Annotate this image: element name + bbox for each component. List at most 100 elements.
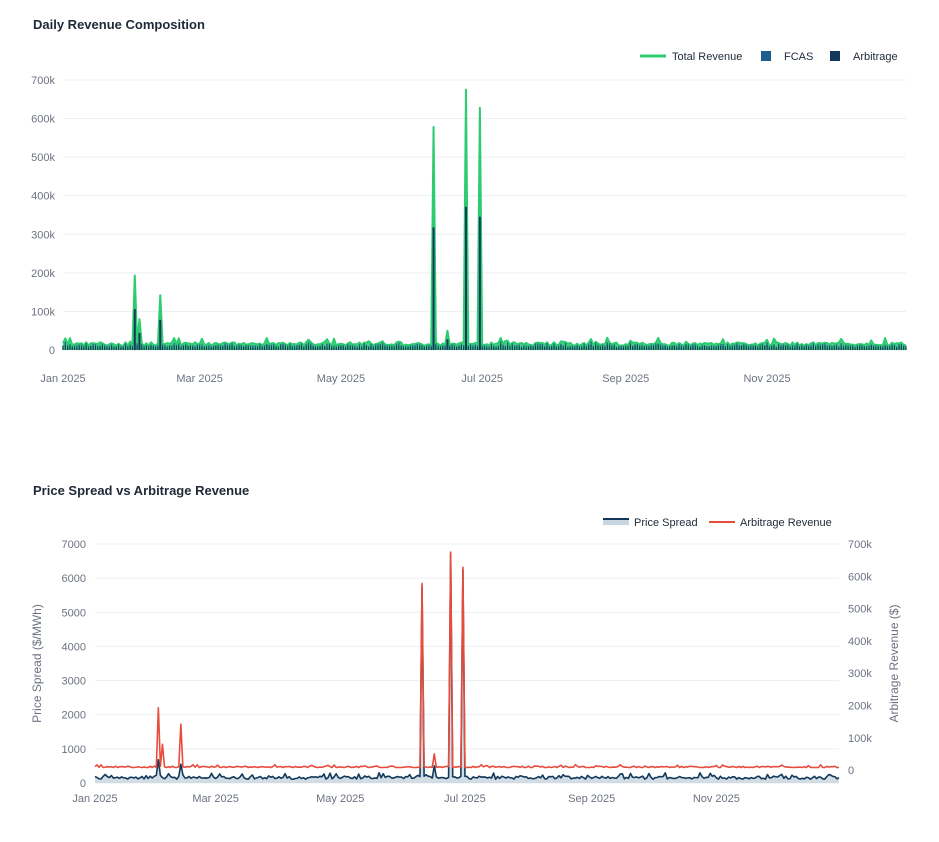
legend: Total Revenue FCAS Arbitrage bbox=[640, 51, 898, 63]
arbitrage-bar bbox=[905, 347, 907, 350]
arbitrage-bar bbox=[689, 347, 692, 350]
arbitrage-bar bbox=[432, 227, 435, 350]
arbitrage-bar bbox=[148, 347, 150, 350]
fcas-bar bbox=[296, 345, 298, 347]
legend-label: Arbitrage Revenue bbox=[740, 517, 832, 529]
arbitrage-bar bbox=[266, 344, 268, 350]
fcas-bar bbox=[312, 345, 314, 347]
arbitrage-bar bbox=[437, 347, 439, 350]
arbitrage-bar bbox=[277, 347, 280, 350]
fcas-bar bbox=[546, 343, 548, 346]
fcas-bar bbox=[720, 344, 722, 347]
arbitrage-bar bbox=[178, 345, 180, 350]
arbitrage-bar bbox=[317, 347, 319, 350]
fcas-bar bbox=[488, 346, 490, 348]
fcas-bar bbox=[342, 345, 344, 347]
fcas-bar bbox=[430, 345, 432, 347]
arbitrage-bar bbox=[101, 345, 104, 350]
arbitrage-bar bbox=[808, 347, 810, 350]
fcas-bar bbox=[740, 345, 743, 346]
arbitrage-bar bbox=[136, 345, 138, 350]
fcas-bar bbox=[615, 346, 618, 348]
fcas-bar bbox=[694, 344, 696, 347]
arbitrage-bar bbox=[541, 346, 544, 350]
fcas-bar bbox=[182, 345, 185, 347]
fcas-bar bbox=[773, 344, 775, 346]
price-spread-chart[interactable]: 0 1000 2000 3000 4000 5000 6000 7000 0 100k 200k 30… bbox=[0, 470, 939, 842]
arbitrage-bar bbox=[388, 346, 391, 350]
arbitrage-bar bbox=[768, 347, 770, 350]
arbitrage-bar bbox=[97, 347, 99, 350]
arbitrage-bar bbox=[69, 345, 71, 350]
fcas-bar bbox=[351, 345, 354, 347]
fcas-bar bbox=[840, 343, 842, 347]
fcas-bar bbox=[608, 343, 611, 346]
fcas-bar bbox=[372, 346, 374, 348]
arbitrage-bar bbox=[664, 346, 666, 350]
arbitrage-bar bbox=[513, 347, 516, 350]
arbitrage-bar bbox=[710, 347, 713, 350]
arbitrage-bar bbox=[354, 347, 356, 350]
fcas-bar bbox=[886, 345, 889, 348]
fcas-bar bbox=[562, 345, 564, 348]
arbitrage-bar bbox=[562, 347, 564, 350]
fcas-bar bbox=[97, 345, 99, 348]
arbitrage-bar bbox=[571, 347, 574, 350]
arbitrage-bar bbox=[337, 346, 340, 350]
fcas-bar bbox=[150, 344, 152, 346]
arbitrage-bar bbox=[810, 347, 812, 350]
arbitrage-bar bbox=[557, 347, 560, 350]
fcas-bar bbox=[801, 344, 803, 347]
fcas-bar bbox=[407, 346, 409, 348]
arbitrage-bar bbox=[859, 346, 861, 350]
fcas-bar bbox=[409, 345, 412, 347]
arbitrage-bar bbox=[889, 347, 891, 350]
legend-label: FCAS bbox=[784, 51, 813, 63]
arbitrage-bar bbox=[247, 346, 249, 350]
fcas-bar bbox=[583, 343, 585, 346]
y-right-tick-label: 500k bbox=[848, 604, 872, 616]
fcas-bar bbox=[300, 343, 303, 346]
arbitrage-bar bbox=[847, 346, 849, 350]
arbitrage-bar bbox=[129, 345, 131, 350]
arbitrage-bar bbox=[398, 345, 400, 350]
fcas-bar bbox=[629, 342, 632, 345]
fcas-bar bbox=[500, 341, 502, 344]
fcas-bar bbox=[893, 344, 896, 347]
y-left-tick-label: 2000 bbox=[62, 710, 86, 722]
fcas-bar bbox=[363, 343, 365, 346]
arbitrage-bar bbox=[840, 346, 842, 350]
arbitrage-bar bbox=[409, 346, 412, 350]
fcas-bar bbox=[812, 343, 814, 346]
y-right-axis-title: Arbitrage Revenue ($) bbox=[887, 604, 901, 722]
arbitrage-bar bbox=[175, 346, 178, 350]
fcas-bar bbox=[713, 345, 715, 348]
fcas-bar bbox=[324, 345, 326, 347]
arbitrage-bar bbox=[722, 345, 724, 350]
fcas-bar bbox=[474, 344, 476, 347]
revenue-composition-chart[interactable]: 0 100k 200k 300k 400k 500k 600k 700k Jan 2025 Mar… bbox=[0, 0, 939, 420]
arbitrage-bar bbox=[80, 346, 83, 350]
fcas-bar bbox=[495, 346, 497, 347]
fcas-bar bbox=[555, 345, 557, 348]
arbitrage-bar bbox=[64, 344, 66, 350]
fcas-bar bbox=[641, 344, 643, 347]
arbitrage-bar bbox=[203, 347, 205, 350]
arbitrage-bar bbox=[187, 346, 189, 350]
arbitrage-bar bbox=[764, 345, 766, 350]
arbitrage-bar bbox=[752, 346, 754, 350]
fcas-bar bbox=[291, 345, 293, 348]
y-right-tick-label: 400k bbox=[848, 636, 872, 648]
fcas-bar bbox=[671, 345, 673, 347]
fcas-bar bbox=[613, 344, 615, 346]
fcas-bar bbox=[743, 343, 745, 346]
arbitrage-bar bbox=[90, 346, 92, 350]
arbitrage-bar bbox=[273, 345, 275, 350]
arbitrage-bar bbox=[157, 346, 159, 350]
fcas-bar bbox=[798, 345, 801, 348]
arbitrage-bar bbox=[321, 346, 324, 350]
fcas-bar bbox=[750, 345, 752, 347]
fcas-bar bbox=[625, 345, 627, 347]
arbitrage-bar bbox=[759, 346, 761, 350]
arbitrage-bar bbox=[293, 347, 296, 350]
